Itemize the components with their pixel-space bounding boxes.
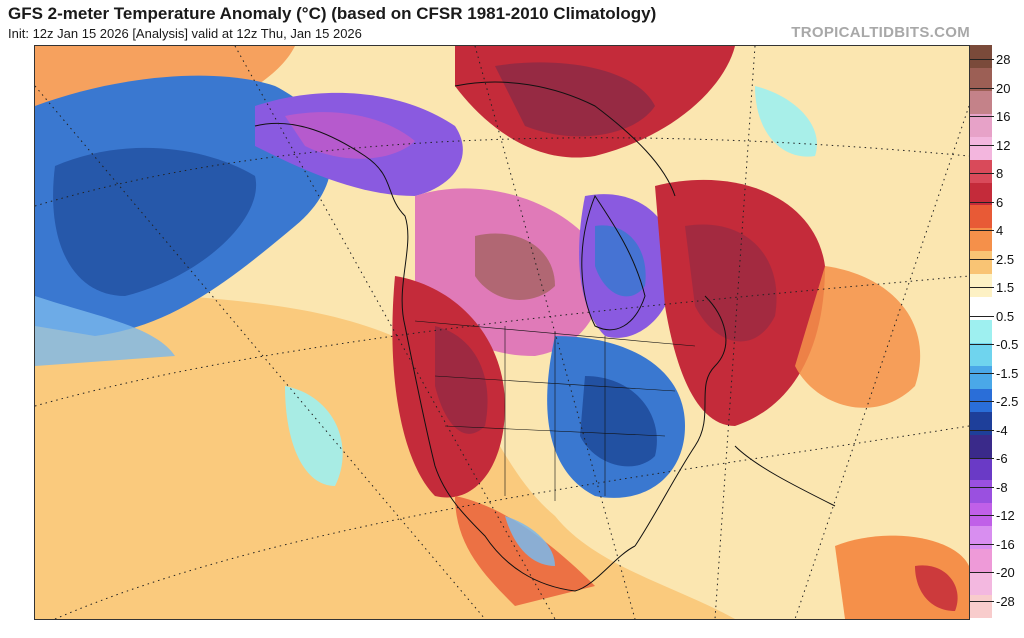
anomaly-region — [53, 147, 257, 296]
anomaly-region — [795, 266, 921, 408]
anomaly-region — [285, 112, 415, 159]
colorbar-swatch — [970, 251, 992, 275]
colorbar-tick — [970, 287, 994, 288]
colorbar-tick — [970, 201, 994, 203]
colorbar-swatch — [970, 67, 992, 92]
anomaly-region — [285, 386, 343, 486]
colorbar-tick — [970, 173, 994, 174]
colorbar-label: -16 — [996, 536, 1015, 552]
colorbar-tick — [970, 543, 994, 545]
colorbar-swatch — [970, 274, 992, 298]
colorbar-tick — [970, 230, 994, 231]
colorbar-label: 4 — [996, 223, 1004, 238]
colorbar-tick — [970, 344, 994, 345]
anomaly-region — [685, 224, 777, 342]
colorbar-tick — [970, 372, 994, 374]
anomaly-region — [505, 516, 555, 566]
colorbar-tick — [970, 87, 994, 89]
colorbar-label: -12 — [996, 508, 1015, 523]
colorbar-tick — [970, 401, 994, 402]
colorbar-tick — [970, 458, 994, 459]
colorbar-tick — [970, 315, 994, 317]
colorbar-swatch — [970, 159, 992, 183]
watermark: TROPICALTIDBITS.COM — [791, 24, 970, 41]
graticule — [35, 46, 969, 619]
colorbar-swatch — [970, 136, 992, 161]
anomaly-region — [495, 62, 655, 137]
colorbar-swatch — [970, 205, 992, 229]
colorbar-tick — [970, 572, 994, 573]
anomaly-region — [435, 326, 488, 434]
colorbar-label: 8 — [996, 166, 1004, 181]
colorbar-tick — [970, 258, 994, 260]
colorbar-label: 6 — [996, 194, 1004, 210]
colorbar-swatch — [970, 113, 992, 138]
colorbar-swatch — [970, 480, 992, 504]
anomaly-region — [755, 86, 817, 157]
anomaly-region — [595, 225, 646, 297]
map-title: GFS 2-meter Temperature Anomaly (°C) (ba… — [8, 4, 657, 23]
colorbar-tick — [970, 515, 994, 516]
coastlines — [254, 81, 836, 592]
map-subtitle: Init: 12z Jan 15 2026 [Analysis] valid a… — [8, 26, 362, 41]
colorbar-label: 2.5 — [996, 251, 1015, 267]
anomaly-region — [35, 276, 735, 619]
colorbar-swatch — [970, 342, 992, 367]
colorbar-swatch — [970, 457, 992, 481]
colorbar-swatch — [970, 434, 992, 459]
colorbar-tick — [970, 486, 994, 488]
colorbar-swatch — [970, 595, 992, 619]
colorbar-swatch — [970, 45, 992, 69]
colorbar-label: -0.5 — [996, 337, 1019, 352]
colorbar-tick — [970, 59, 994, 60]
colorbar-legend: 28 20 16 12 8 6 4 2.5 1.5 0.5 -0.5 -1.5 -2.5 -4 -6 -8 -1… — [970, 45, 1022, 619]
colorbar-label: -4 — [996, 422, 1008, 438]
colorbar-label: 0.5 — [996, 308, 1015, 324]
colorbar-swatch — [970, 526, 992, 550]
colorbar-label: 1.5 — [996, 280, 1015, 295]
colorbar-label: -1.5 — [996, 365, 1019, 381]
anomaly-region — [475, 233, 555, 300]
anomaly-region — [915, 565, 958, 611]
colorbar-swatch — [970, 320, 992, 344]
colorbar-label: -28 — [996, 593, 1015, 609]
colorbar-label: -8 — [996, 479, 1008, 495]
colorbar-label: 28 — [996, 52, 1011, 67]
anomaly-map-canvas — [35, 46, 969, 619]
colorbar-label: -20 — [996, 565, 1015, 580]
colorbar-swatch — [970, 572, 992, 596]
colorbar-tick — [970, 144, 994, 146]
colorbar-label: -6 — [996, 451, 1008, 466]
colorbar-swatch — [970, 388, 992, 413]
colorbar-swatch — [970, 90, 992, 115]
colorbar-label: 12 — [996, 137, 1011, 153]
anomaly-region — [580, 376, 657, 467]
colorbar-swatch — [970, 297, 992, 321]
colorbar-swatch — [970, 411, 992, 436]
colorbar-swatch — [970, 182, 992, 206]
colorbar-tick — [970, 116, 994, 117]
colorbar-swatch — [970, 228, 992, 252]
colorbar-swatch — [970, 549, 992, 573]
colorbar-tick — [970, 600, 994, 602]
colorbar-label: 16 — [996, 109, 1011, 124]
colorbar-swatch — [970, 365, 992, 390]
colorbar-tick — [970, 429, 994, 431]
anomaly-map — [34, 45, 970, 620]
colorbar-label: -2.5 — [996, 394, 1019, 409]
colorbar-label: 20 — [996, 80, 1011, 96]
anomaly-region — [35, 296, 175, 366]
